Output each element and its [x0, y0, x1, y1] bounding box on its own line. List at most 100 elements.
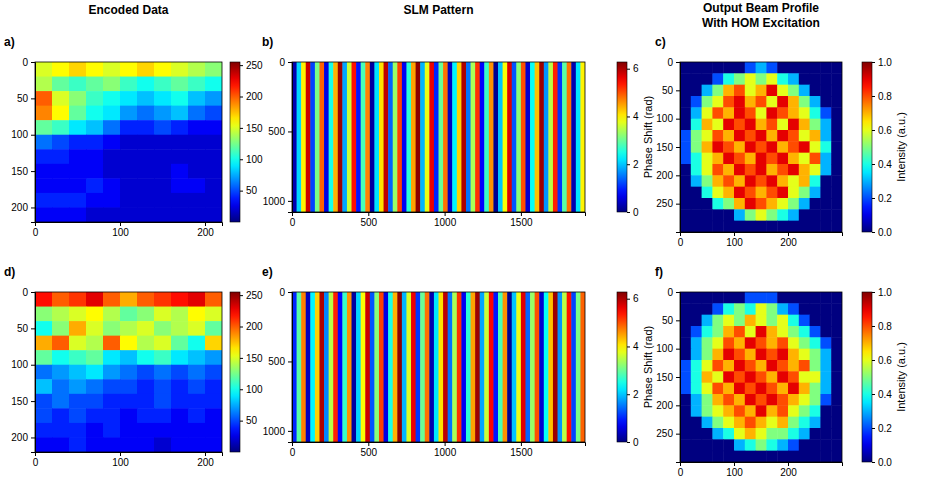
- cell: [370, 62, 375, 212]
- tick-label: 250: [246, 290, 263, 301]
- cell: [788, 175, 799, 187]
- cell: [86, 178, 104, 193]
- cell: [319, 292, 324, 442]
- cell: [831, 349, 842, 361]
- cell: [745, 349, 756, 361]
- cell: [35, 135, 53, 150]
- cell: [810, 73, 821, 85]
- cell: [680, 209, 691, 221]
- cell: [788, 96, 799, 108]
- x-axis: 050010001500: [290, 442, 586, 458]
- panel: 01002000501001502002500.00.20.40.60.81.0…: [655, 1, 907, 248]
- cell: [188, 62, 206, 77]
- cell: [745, 130, 756, 142]
- cell: [69, 62, 87, 77]
- tick-mark: [627, 394, 630, 395]
- cell: [137, 91, 155, 106]
- cell: [571, 292, 576, 442]
- cell: [756, 62, 767, 74]
- cell: [777, 62, 788, 74]
- cell: [788, 85, 799, 97]
- tick-label: 0: [279, 57, 285, 68]
- tick-mark: [240, 389, 243, 390]
- cell: [691, 209, 702, 221]
- cell: [712, 315, 723, 327]
- panel-title: Encoded Data: [88, 3, 168, 17]
- cell: [188, 394, 206, 409]
- cell: [712, 371, 723, 383]
- tick: 0: [667, 57, 680, 68]
- cell: [788, 337, 799, 349]
- cell: [712, 221, 723, 232]
- cell: [52, 379, 70, 394]
- tick-mark: [288, 131, 292, 132]
- tick-mark: [31, 401, 35, 402]
- cell: [831, 405, 842, 417]
- cell: [788, 405, 799, 417]
- cell: [702, 315, 713, 327]
- cell: [756, 371, 767, 383]
- cell: [188, 193, 206, 208]
- tick-label: 50: [246, 415, 258, 426]
- cell: [86, 437, 104, 452]
- cell: [171, 307, 189, 322]
- cell: [680, 107, 691, 119]
- cell: [480, 292, 485, 442]
- cell: [86, 207, 104, 222]
- y-axis: 05001000: [263, 57, 293, 213]
- tick: 0: [33, 452, 39, 468]
- cell: [171, 423, 189, 438]
- cell: [154, 408, 172, 423]
- cell: [799, 73, 810, 85]
- cell: [137, 120, 155, 135]
- cell: [52, 350, 70, 365]
- tick-mark: [676, 405, 680, 406]
- cell: [69, 379, 87, 394]
- cell: [799, 164, 810, 176]
- cell: [777, 96, 788, 108]
- cell: [745, 292, 756, 304]
- cell: [777, 130, 788, 142]
- tick-mark: [31, 292, 35, 293]
- tick: 50: [17, 323, 35, 334]
- cell: [723, 360, 734, 372]
- y-axis: 050100150200250: [656, 287, 680, 463]
- cell: [171, 120, 189, 135]
- cell: [103, 423, 121, 438]
- cell: [301, 292, 306, 442]
- cell: [338, 62, 343, 212]
- cell: [820, 85, 831, 97]
- cell: [539, 62, 544, 212]
- cell: [188, 321, 206, 336]
- cell: [489, 292, 494, 442]
- cell: [723, 141, 734, 153]
- cell: [580, 62, 585, 212]
- plot-frame: [35, 62, 222, 222]
- cell: [425, 292, 430, 442]
- cell: [712, 451, 723, 462]
- tick-label: 200: [780, 467, 797, 478]
- cell: [766, 141, 777, 153]
- cell: [525, 62, 530, 212]
- cell: [103, 365, 121, 380]
- cell: [723, 337, 734, 349]
- tick-mark: [31, 328, 35, 329]
- cell: [103, 379, 121, 394]
- cell: [734, 371, 745, 383]
- tick-mark: [627, 442, 630, 443]
- cell: [734, 153, 745, 165]
- cell: [69, 437, 87, 452]
- cell: [734, 337, 745, 349]
- cell: [342, 292, 347, 442]
- cell: [756, 337, 767, 349]
- cell: [137, 307, 155, 322]
- tick: 0.2: [872, 193, 892, 204]
- cell: [171, 193, 189, 208]
- cell: [86, 135, 104, 150]
- cell: [503, 62, 508, 212]
- cell: [788, 209, 799, 221]
- cell: [831, 85, 842, 97]
- cell: [52, 120, 70, 135]
- cell: [69, 91, 87, 106]
- cell: [188, 408, 206, 423]
